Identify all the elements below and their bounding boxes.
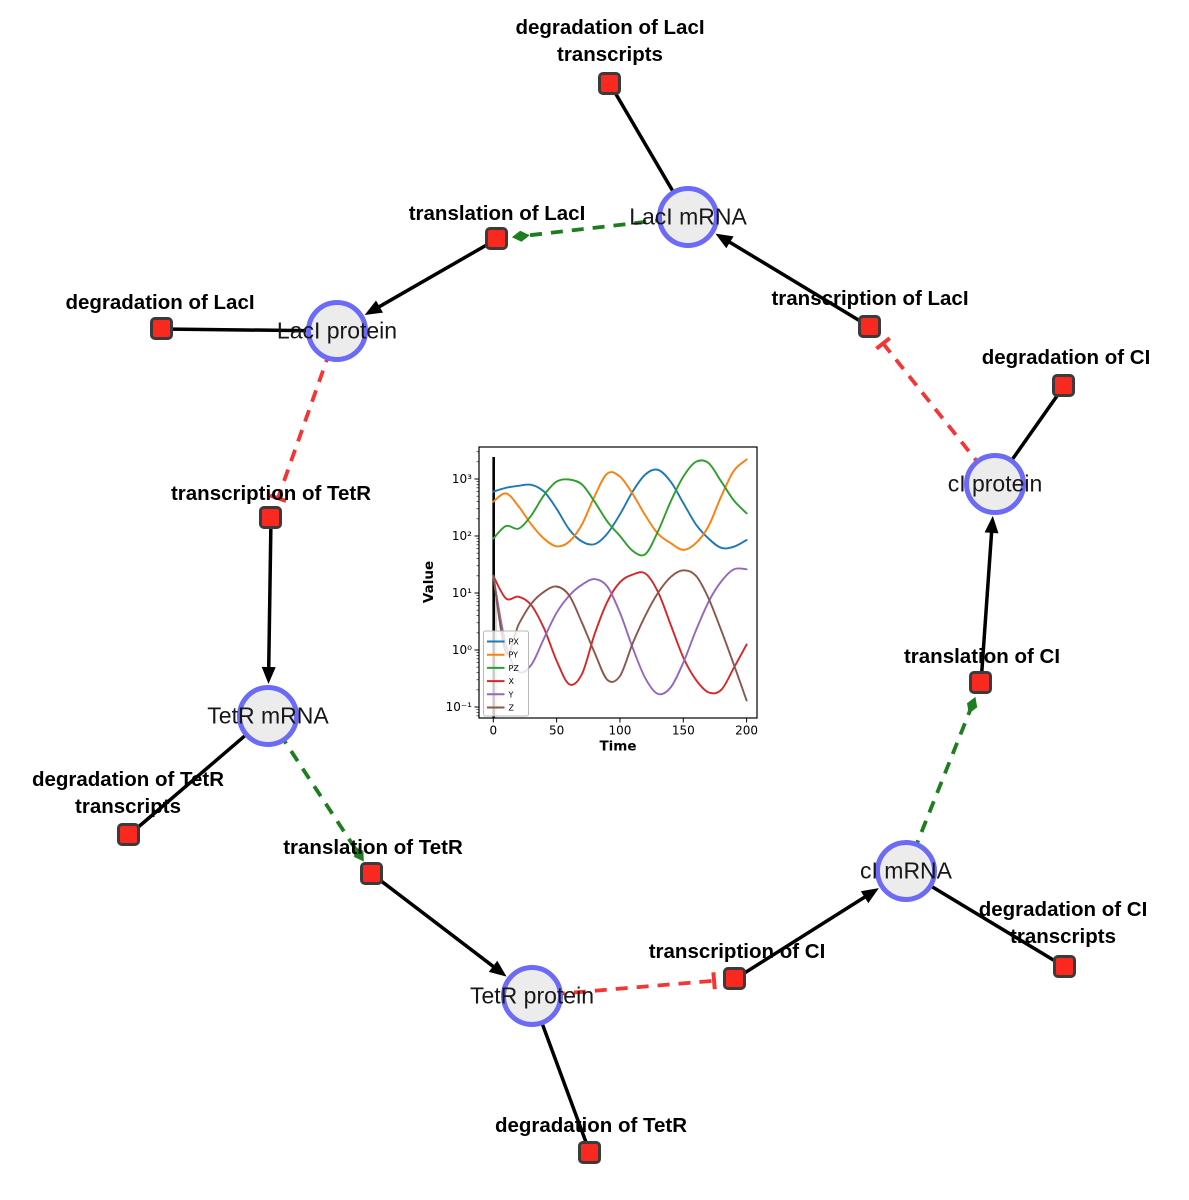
species-node-tetr-protein[interactable]: [501, 965, 563, 1027]
inset-timeseries-chart: 0 50 100 150 20010³10²10¹10⁰10⁻¹TimeValuePXP…: [421, 446, 758, 755]
reaction-node-transcription-ci[interactable]: [723, 967, 746, 990]
legend-label-Z: Z: [509, 704, 515, 713]
chart-series-PZ: [492, 459, 748, 557]
edge-product-translation-ci-to-ci-protein: [979, 515, 999, 684]
edge-product-transcription-tetr-to-tetr-mrna: [261, 517, 276, 684]
species-node-tetr-mrna[interactable]: [237, 685, 299, 747]
legend-frame: [483, 630, 529, 717]
y-tick-label: 10⁰: [452, 643, 472, 657]
y-tick-label: 10²: [452, 529, 472, 543]
legend-label-PX: PX: [509, 638, 520, 647]
chart-spines: [478, 446, 758, 719]
species-node-laci-protein[interactable]: [306, 300, 368, 362]
legend-label-PY: PY: [509, 651, 519, 660]
reaction-node-deg-tetr-tx[interactable]: [117, 823, 140, 846]
chart-series-PX: [492, 468, 748, 550]
chart-legend: PX PY PZ XYZ: [483, 630, 529, 717]
reaction-node-translation-ci[interactable]: [969, 671, 992, 694]
edge-product-translation-tetr-to-tetr-protein: [370, 872, 507, 977]
y-tick-label: 10¹: [452, 586, 472, 600]
x-tick-label: 50: [549, 724, 564, 738]
chart-series-Y: [492, 567, 748, 696]
network-edges-layer: [127, 83, 1066, 1154]
reaction-node-translation-laci[interactable]: [485, 227, 508, 250]
reaction-node-deg-laci[interactable]: [150, 317, 173, 340]
edge-product-translation-laci-to-laci-protein: [364, 237, 498, 315]
chart-series-Z: [492, 569, 748, 702]
legend-label-Y: Y: [508, 690, 514, 699]
reaction-node-deg-tetr[interactable]: [578, 1141, 601, 1164]
y-axis-title: Value: [421, 561, 437, 603]
edge-product-transcription-laci-to-laci-mrna: [715, 233, 871, 329]
legend-label-PZ: PZ: [509, 664, 520, 673]
chart-series-PY: [492, 458, 748, 551]
species-node-ci-mrna[interactable]: [875, 840, 937, 902]
y-tick-label: 10³: [452, 472, 472, 486]
x-tick-label: 0: [489, 724, 497, 738]
x-axis-title: Time: [599, 739, 636, 755]
reaction-node-deg-ci[interactable]: [1052, 374, 1075, 397]
x-tick-label: 100: [608, 724, 631, 738]
edge-product-transcription-ci-to-ci-mrna: [734, 888, 879, 981]
reaction-node-deg-laci-tx[interactable]: [598, 72, 621, 95]
species-node-ci-protein[interactable]: [964, 453, 1026, 515]
species-node-laci-mrna[interactable]: [657, 186, 719, 248]
reaction-node-transcription-laci[interactable]: [858, 315, 881, 338]
reaction-node-transcription-tetr[interactable]: [259, 506, 282, 529]
reaction-node-translation-tetr[interactable]: [360, 862, 383, 885]
reaction-node-deg-ci-tx[interactable]: [1053, 955, 1076, 978]
legend-label-X: X: [509, 677, 515, 686]
y-tick-label: 10⁻¹: [446, 700, 473, 714]
chart-series-X: [492, 571, 748, 695]
x-tick-label: 200: [735, 724, 758, 738]
x-tick-label: 150: [672, 724, 695, 738]
